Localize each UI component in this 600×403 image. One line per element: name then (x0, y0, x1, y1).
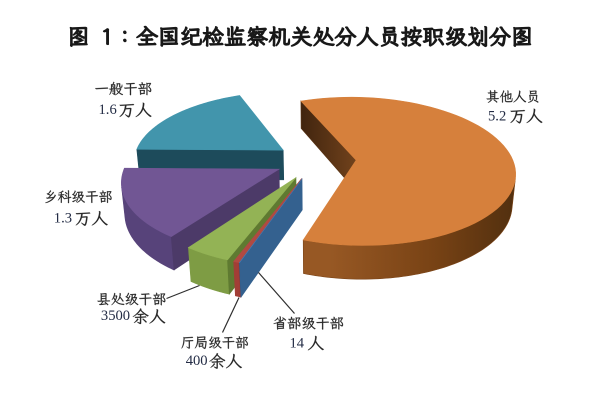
svg-text:400: 400 (186, 353, 208, 369)
svg-text:1.3: 1.3 (54, 210, 72, 226)
svg-text:3500: 3500 (101, 308, 130, 324)
svg-text:14: 14 (290, 336, 305, 352)
svg-text:1.6: 1.6 (99, 102, 117, 118)
svg-text:5.2: 5.2 (488, 109, 506, 125)
